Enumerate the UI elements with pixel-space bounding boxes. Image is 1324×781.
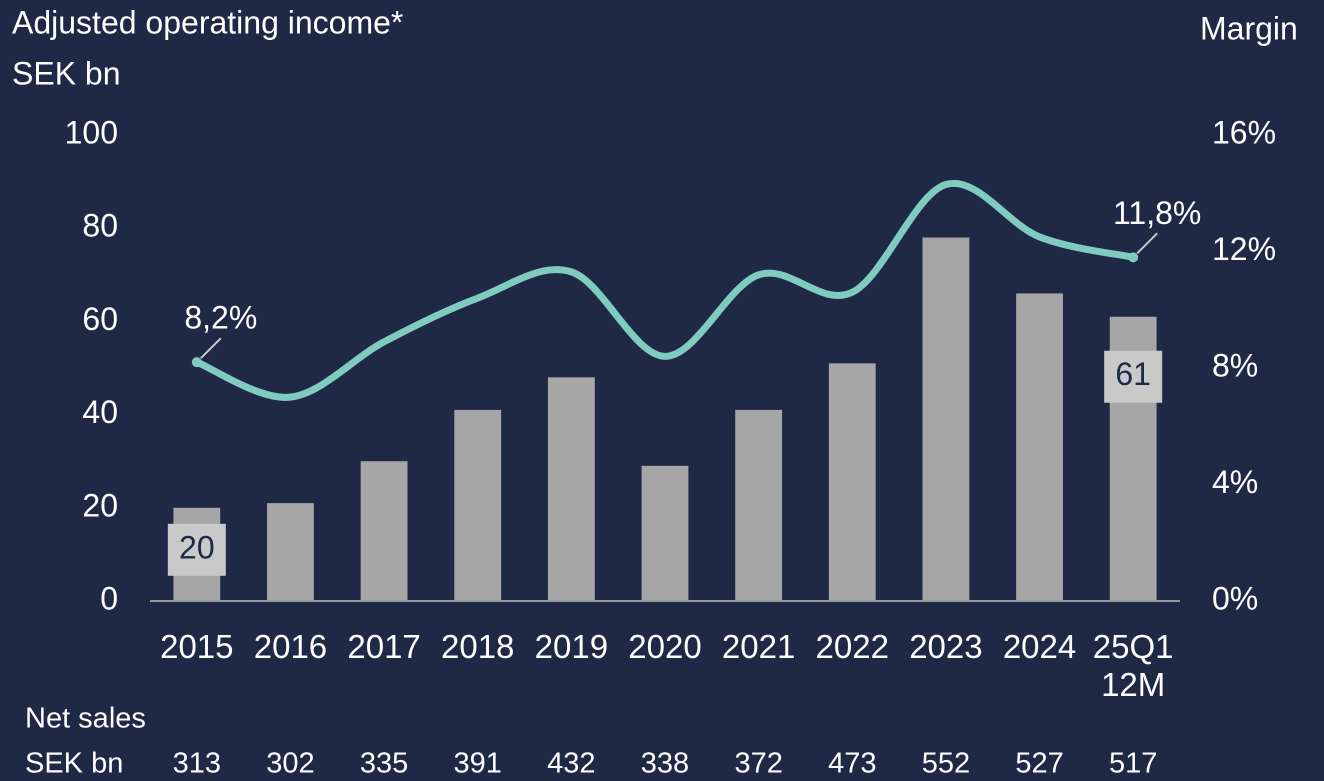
data-label-box	[167, 523, 226, 576]
x-tick-label: 2023	[909, 628, 983, 665]
y-tick-label: 100	[65, 114, 118, 150]
y2-tick-label: 16%	[1212, 114, 1276, 150]
y2-tick-label: 0%	[1212, 580, 1258, 616]
net-sales-unit: SEK bn	[25, 748, 123, 780]
x-tick-label: 2022	[815, 628, 889, 665]
data-label: 61	[1115, 356, 1151, 392]
data-label-box	[1104, 350, 1163, 403]
y-tick-label: 40	[82, 394, 118, 430]
y-tick-label: 20	[82, 487, 118, 523]
y-tick-label: 60	[82, 301, 118, 337]
net-sales-value: 372	[734, 748, 782, 780]
x-tick-label: 2019	[534, 628, 609, 665]
net-sales-value: 517	[1109, 748, 1157, 780]
x-tick-label: 2016	[253, 628, 328, 665]
y-axis-unit: SEK bn	[12, 55, 121, 91]
bar	[547, 377, 595, 601]
net-sales-value: 313	[173, 748, 221, 780]
bar	[641, 465, 689, 601]
bar	[828, 363, 876, 601]
line	[193, 179, 1137, 401]
x-tick-label: 2021	[721, 628, 796, 665]
y-tick-label: 0	[100, 580, 118, 616]
y2-tick-label: 12%	[1212, 231, 1276, 267]
net-sales-value: 391	[454, 748, 502, 780]
line-point	[191, 357, 202, 368]
net-sales-title: Net sales	[25, 703, 146, 735]
net-sales-value: 432	[547, 748, 595, 780]
bar	[1016, 293, 1063, 601]
x-tick-label: 2020	[628, 628, 702, 665]
leader-line	[200, 337, 222, 359]
net-sales-value: 527	[1015, 748, 1063, 780]
y-axis-title: Adjusted operating income*	[12, 4, 403, 40]
x-tick-label: 2017	[347, 628, 421, 665]
data-label: 20	[179, 529, 215, 565]
net-sales-value: 302	[266, 748, 314, 780]
x-tick-label: 2018	[441, 628, 515, 665]
leader-line	[1136, 232, 1158, 255]
bar	[922, 237, 970, 601]
bar	[454, 409, 502, 601]
data-label: 11,8%	[1113, 195, 1201, 231]
bar	[735, 409, 783, 601]
net-sales-value: 338	[641, 748, 689, 780]
x-tick-label: 2015	[160, 628, 234, 665]
net-sales-value: 473	[828, 748, 876, 780]
y2-tick-label: 4%	[1212, 464, 1258, 500]
y2-tick-label: 8%	[1212, 347, 1258, 383]
data-label: 8,2%	[184, 300, 257, 336]
line-point	[1128, 252, 1139, 263]
x-tick-label: 2024	[1002, 628, 1077, 665]
net-sales-value: 335	[360, 748, 408, 780]
y2-axis-title: Margin	[1200, 10, 1298, 46]
net-sales-value: 552	[922, 748, 970, 780]
y-tick-label: 80	[82, 208, 118, 244]
bar	[267, 503, 314, 601]
bar	[360, 461, 408, 601]
x-tick-label: 25Q1 12M	[1092, 628, 1174, 703]
